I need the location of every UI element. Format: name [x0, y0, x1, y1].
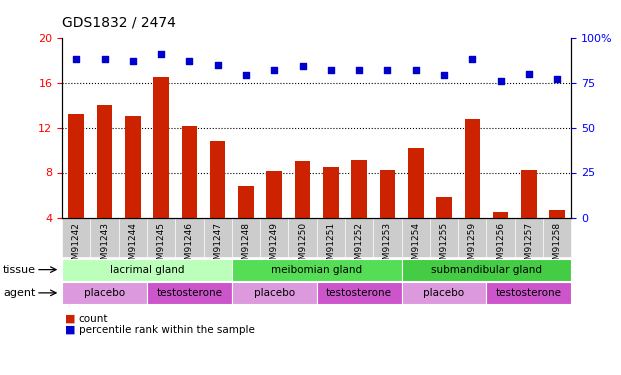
Text: percentile rank within the sample: percentile rank within the sample: [79, 325, 255, 335]
Bar: [493, 212, 509, 217]
Bar: [521, 170, 537, 217]
Point: [71, 56, 81, 62]
Point: [468, 56, 478, 62]
Bar: [68, 114, 84, 218]
Text: meibomian gland: meibomian gland: [271, 265, 362, 274]
Point: [439, 72, 449, 78]
Point: [270, 67, 279, 73]
Bar: [465, 118, 480, 218]
Bar: [379, 170, 395, 217]
Point: [128, 58, 138, 64]
Point: [524, 70, 534, 76]
Bar: [550, 210, 565, 218]
Point: [496, 78, 505, 84]
Bar: [436, 197, 452, 217]
Point: [383, 67, 392, 73]
Point: [354, 67, 364, 73]
Bar: [408, 148, 424, 217]
Point: [552, 76, 562, 82]
Point: [184, 58, 194, 64]
Point: [241, 72, 251, 78]
Text: testosterone: testosterone: [326, 288, 392, 298]
Point: [410, 67, 420, 73]
Text: testosterone: testosterone: [156, 288, 222, 298]
Point: [156, 51, 166, 57]
Bar: [266, 171, 282, 217]
Point: [297, 63, 307, 69]
Text: tissue: tissue: [3, 265, 36, 274]
Bar: [181, 126, 197, 218]
Bar: [323, 167, 338, 218]
Bar: [97, 105, 112, 218]
Text: placebo: placebo: [254, 288, 295, 298]
Bar: [351, 160, 367, 218]
Text: lacrimal gland: lacrimal gland: [110, 265, 184, 274]
Point: [326, 67, 336, 73]
Text: agent: agent: [3, 288, 35, 298]
Point: [213, 62, 223, 68]
Text: placebo: placebo: [424, 288, 465, 298]
Text: placebo: placebo: [84, 288, 125, 298]
Text: count: count: [79, 314, 109, 324]
Text: submandibular gland: submandibular gland: [431, 265, 542, 274]
Bar: [295, 161, 310, 218]
Text: testosterone: testosterone: [496, 288, 562, 298]
Bar: [210, 141, 225, 218]
Bar: [153, 77, 169, 218]
Point: [99, 56, 109, 62]
Text: GDS1832 / 2474: GDS1832 / 2474: [62, 15, 176, 29]
Text: ■: ■: [65, 325, 76, 335]
Text: ■: ■: [65, 314, 76, 324]
Bar: [125, 116, 140, 218]
Bar: [238, 186, 254, 218]
